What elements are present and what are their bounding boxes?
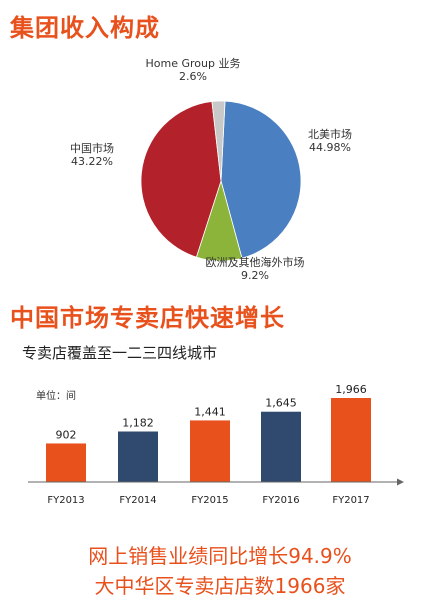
online-sales-growth-text: 网上销售业绩同比增长94.9% xyxy=(88,544,352,568)
pie-label-3: 中国市场 xyxy=(70,141,114,155)
bar-category-label-1: FY2013 xyxy=(47,495,84,506)
bar-value-label-5: 1,966 xyxy=(335,383,367,396)
bar-fy2015 xyxy=(190,420,230,482)
bar-category-label-4: FY2016 xyxy=(262,495,299,506)
axis-arrow-icon xyxy=(397,478,404,486)
revenue-composition-title: 集团收入构成 xyxy=(10,14,160,42)
bar-category-label-3: FY2015 xyxy=(191,495,228,506)
pie-slice-4 xyxy=(211,100,226,182)
pie-label-4: Home Group 业务 xyxy=(146,57,241,70)
pie-value-2: 9.2% xyxy=(241,269,269,282)
store-growth-bar-chart: 单位：间 902 FY2013 1,182 FY2014 1,441 FY2015 1,645… xyxy=(28,383,404,506)
bar-value-label-4: 1,645 xyxy=(265,397,297,410)
pie-label-1: 北美市场 xyxy=(308,127,352,141)
pie-value-3: 43.22% xyxy=(71,155,113,168)
bar-fy2014 xyxy=(118,431,158,482)
pie-value-4: 2.6% xyxy=(179,70,207,83)
bar-fy2017 xyxy=(331,398,371,482)
bar-value-label-2: 1,182 xyxy=(122,417,154,430)
china-store-growth-title: 中国市场专卖店快速增长 xyxy=(10,304,285,332)
bar-unit-label: 单位：间 xyxy=(36,389,76,402)
bar-category-label-2: FY2014 xyxy=(119,495,156,506)
bar-category-label-5: FY2017 xyxy=(332,495,369,506)
bar-value-label-1: 902 xyxy=(56,428,77,441)
bar-fy2013 xyxy=(46,443,86,482)
bar-fy2016 xyxy=(261,411,301,482)
pie-slice-3 xyxy=(140,101,222,258)
bar-value-label-3: 1,441 xyxy=(194,405,226,418)
pie-value-1: 44.98% xyxy=(309,141,351,154)
pie-label-2: 欧洲及其他海外市场 xyxy=(206,255,305,269)
store-coverage-subtitle: 专卖店覆盖至一二三四线城市 xyxy=(22,344,218,362)
store-count-text: 大中华区专卖店店数1966家 xyxy=(94,574,346,598)
pie-slice-1 xyxy=(220,100,302,259)
